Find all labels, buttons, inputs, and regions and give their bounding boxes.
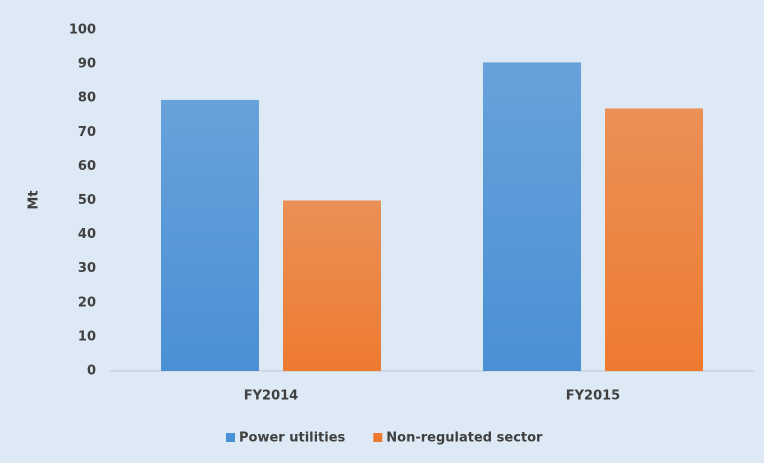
y-tick-label: 80 bbox=[78, 91, 96, 106]
x-tick-label: FY2014 bbox=[244, 389, 298, 404]
legend-label: Non-regulated sector bbox=[386, 431, 543, 446]
y-tick-label: 50 bbox=[78, 193, 96, 208]
y-tick-label: 30 bbox=[78, 261, 96, 276]
y-tick-label: 20 bbox=[78, 295, 96, 310]
x-tick-label: FY2015 bbox=[566, 389, 620, 404]
y-axis-label: Mt bbox=[27, 190, 42, 209]
y-tick-label: 10 bbox=[78, 329, 96, 344]
legend-label: Power utilities bbox=[239, 431, 346, 446]
y-tick-label: 60 bbox=[78, 159, 96, 174]
y-tick-label: 0 bbox=[87, 364, 96, 379]
y-tick-label: 40 bbox=[78, 227, 96, 242]
y-tick-label: 90 bbox=[78, 57, 96, 72]
legend-swatch bbox=[226, 433, 235, 442]
bar bbox=[283, 200, 381, 371]
y-tick-label: 70 bbox=[78, 125, 96, 140]
y-tick-label: 100 bbox=[69, 23, 96, 38]
bar bbox=[483, 62, 581, 372]
bar bbox=[605, 108, 703, 372]
legend-swatch bbox=[373, 433, 383, 442]
bar bbox=[161, 99, 259, 371]
